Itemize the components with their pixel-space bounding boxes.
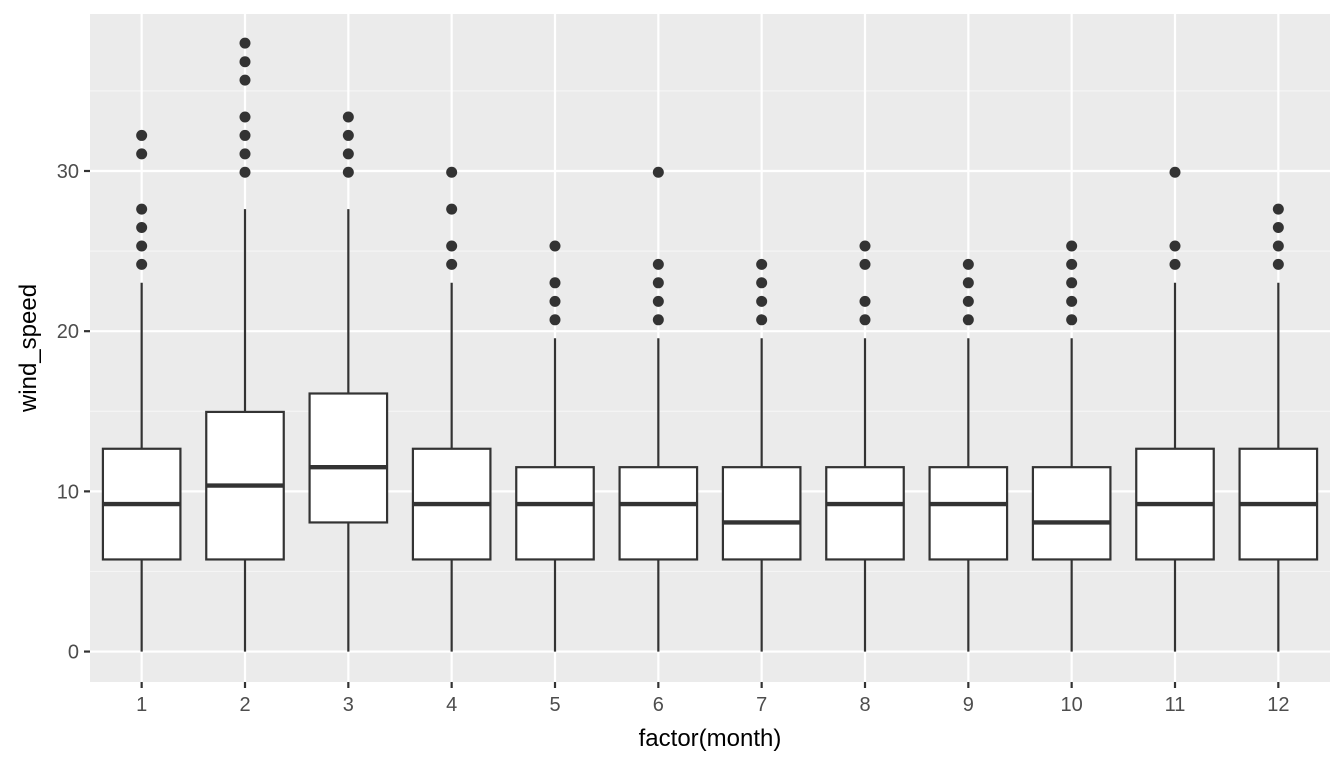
outlier-point: [446, 240, 458, 252]
outlier-point: [1066, 314, 1078, 326]
outlier-point: [1169, 166, 1181, 178]
outlier-point: [136, 240, 148, 252]
outlier-point: [962, 277, 974, 289]
minor-gridlines: [90, 90, 1330, 573]
box-8: [825, 240, 905, 652]
box-11: [1135, 166, 1215, 652]
y-axis: 0 10 20 30: [57, 161, 90, 664]
outlier-point: [342, 166, 354, 178]
outlier-point: [756, 314, 768, 326]
outlier-point: [1066, 240, 1078, 252]
outlier-point: [652, 314, 664, 326]
x-tick-label: 2: [239, 694, 250, 716]
outlier-point: [136, 258, 148, 270]
outlier-point: [446, 258, 458, 270]
x-tick-label: 7: [756, 694, 767, 716]
y-tick-label: 10: [57, 481, 79, 503]
outlier-point: [859, 258, 871, 270]
outlier-point: [1066, 295, 1078, 307]
box-iqr: [618, 466, 699, 561]
y-tick-label: 0: [68, 642, 79, 664]
outlier-point: [549, 240, 561, 252]
outlier-point: [239, 148, 251, 160]
box-iqr: [825, 466, 905, 561]
y-axis-title: wind_speed: [15, 284, 42, 413]
y-tick-label: 30: [57, 161, 79, 183]
x-tick-label: 3: [343, 694, 354, 716]
box-6: [618, 166, 699, 652]
outlier-point: [446, 166, 458, 178]
x-tick-label: 11: [1165, 694, 1186, 716]
box-iqr: [1031, 466, 1112, 561]
outlier-point: [136, 148, 148, 160]
outlier-point: [962, 258, 974, 270]
outlier-point: [1272, 258, 1284, 270]
box-12: [1238, 203, 1319, 652]
x-tick-label: 5: [549, 694, 560, 716]
outlier-point: [549, 295, 561, 307]
outlier-point: [342, 111, 354, 123]
outlier-point: [1066, 258, 1078, 270]
outlier-point: [342, 148, 354, 160]
outlier-point: [1272, 240, 1284, 252]
outlier-point: [136, 222, 148, 234]
outlier-point: [756, 277, 768, 289]
outlier-point: [652, 277, 664, 289]
box-iqr: [721, 466, 802, 561]
outlier-point: [342, 129, 354, 141]
x-tick-label: 9: [963, 694, 974, 716]
outlier-point: [549, 277, 561, 289]
outlier-point: [652, 258, 664, 270]
x-tick-label: 4: [446, 694, 457, 716]
boxplot-series: [101, 37, 1319, 652]
outlier-point: [239, 166, 251, 178]
box-4: [411, 166, 492, 652]
x-tick-label: 10: [1061, 694, 1083, 716]
x-tick-label: 1: [136, 694, 147, 716]
outlier-point: [136, 129, 148, 141]
box-iqr: [928, 466, 1009, 561]
outlier-point: [1066, 277, 1078, 289]
outlier-point: [962, 314, 974, 326]
x-tick-label: 8: [859, 694, 870, 716]
outlier-point: [239, 111, 251, 123]
outlier-point: [1169, 240, 1181, 252]
outlier-point: [859, 240, 871, 252]
outlier-point: [756, 258, 768, 270]
x-axis-title: factor(month): [639, 725, 782, 752]
outlier-point: [446, 203, 458, 215]
box-iqr: [308, 392, 389, 524]
outlier-point: [859, 314, 871, 326]
outlier-point: [1272, 203, 1284, 215]
box-2: [205, 37, 285, 652]
box-7: [721, 258, 802, 652]
x-tick-label: 6: [653, 694, 664, 716]
outlier-point: [652, 295, 664, 307]
outlier-point: [756, 295, 768, 307]
plot-panel: [90, 14, 1330, 682]
outlier-point: [652, 166, 664, 178]
outlier-point: [859, 295, 871, 307]
outlier-point: [239, 37, 251, 49]
outlier-point: [1272, 222, 1284, 234]
outlier-point: [239, 129, 251, 141]
box-iqr: [515, 466, 595, 561]
box-1: [101, 129, 182, 652]
box-9: [928, 258, 1009, 652]
box-10: [1031, 240, 1112, 652]
x-axis: 1 2 3 4 5 6 7 8 9 10 11 12: [136, 682, 1289, 716]
outlier-point: [1169, 258, 1181, 270]
outlier-point: [962, 295, 974, 307]
box-3: [308, 111, 389, 652]
box-5: [515, 240, 595, 652]
y-tick-label: 20: [57, 321, 79, 343]
x-tick-label: 12: [1267, 694, 1289, 716]
outlier-point: [239, 74, 251, 86]
outlier-point: [549, 314, 561, 326]
outlier-point: [239, 56, 251, 68]
outlier-point: [136, 203, 148, 215]
